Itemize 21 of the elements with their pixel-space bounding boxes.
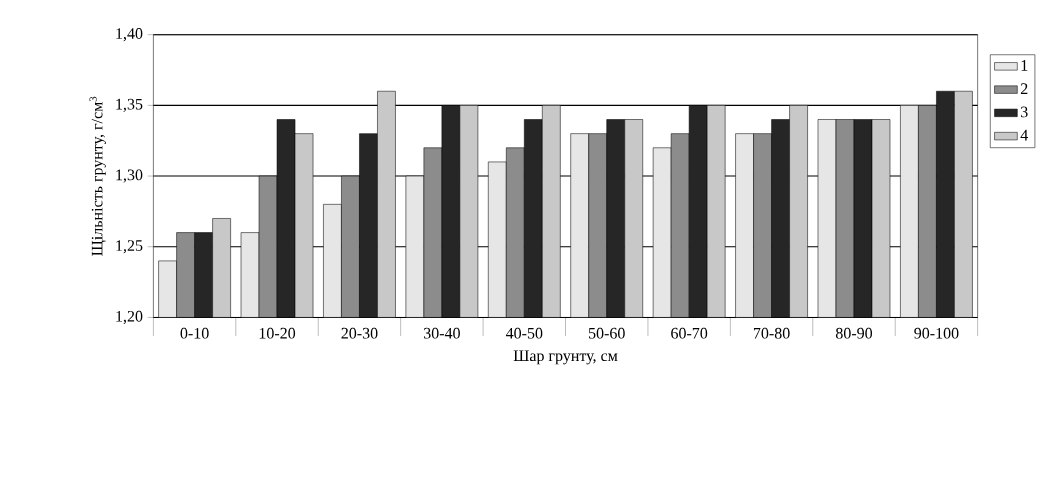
y-tick-label: 1,25	[116, 240, 143, 254]
y-axis-title: Щільність грунту, г/см$^{3}$	[89, 96, 106, 257]
y-tick-label: 1,40	[116, 28, 143, 42]
x-tick-label: 10-20	[259, 327, 296, 339]
y-tick-label: 1,20	[116, 310, 143, 325]
x-tick-label: 60-70	[671, 327, 708, 339]
x-axis-title: Шар грунту, см	[513, 350, 618, 365]
legend-label: 2	[1020, 83, 1028, 94]
x-tick-label: 40-50	[505, 327, 543, 339]
legend-label: 4	[1020, 129, 1028, 141]
x-tick-label: 90-100	[914, 327, 959, 339]
x-tick-label: 20-30	[341, 327, 378, 339]
legend-label: 1	[1021, 60, 1028, 71]
x-tick-label: 50-60	[588, 327, 625, 339]
x-tick-label: 80-90	[835, 327, 873, 339]
x-tick-label: 30-40	[423, 327, 460, 339]
x-tick-label: 70-80	[753, 327, 790, 339]
legend-label: 3	[1021, 106, 1028, 118]
x-tick-label: 0-10	[180, 327, 209, 339]
y-tick-label: 1,35	[116, 98, 143, 112]
y-tick-label: 1,30	[116, 169, 143, 183]
